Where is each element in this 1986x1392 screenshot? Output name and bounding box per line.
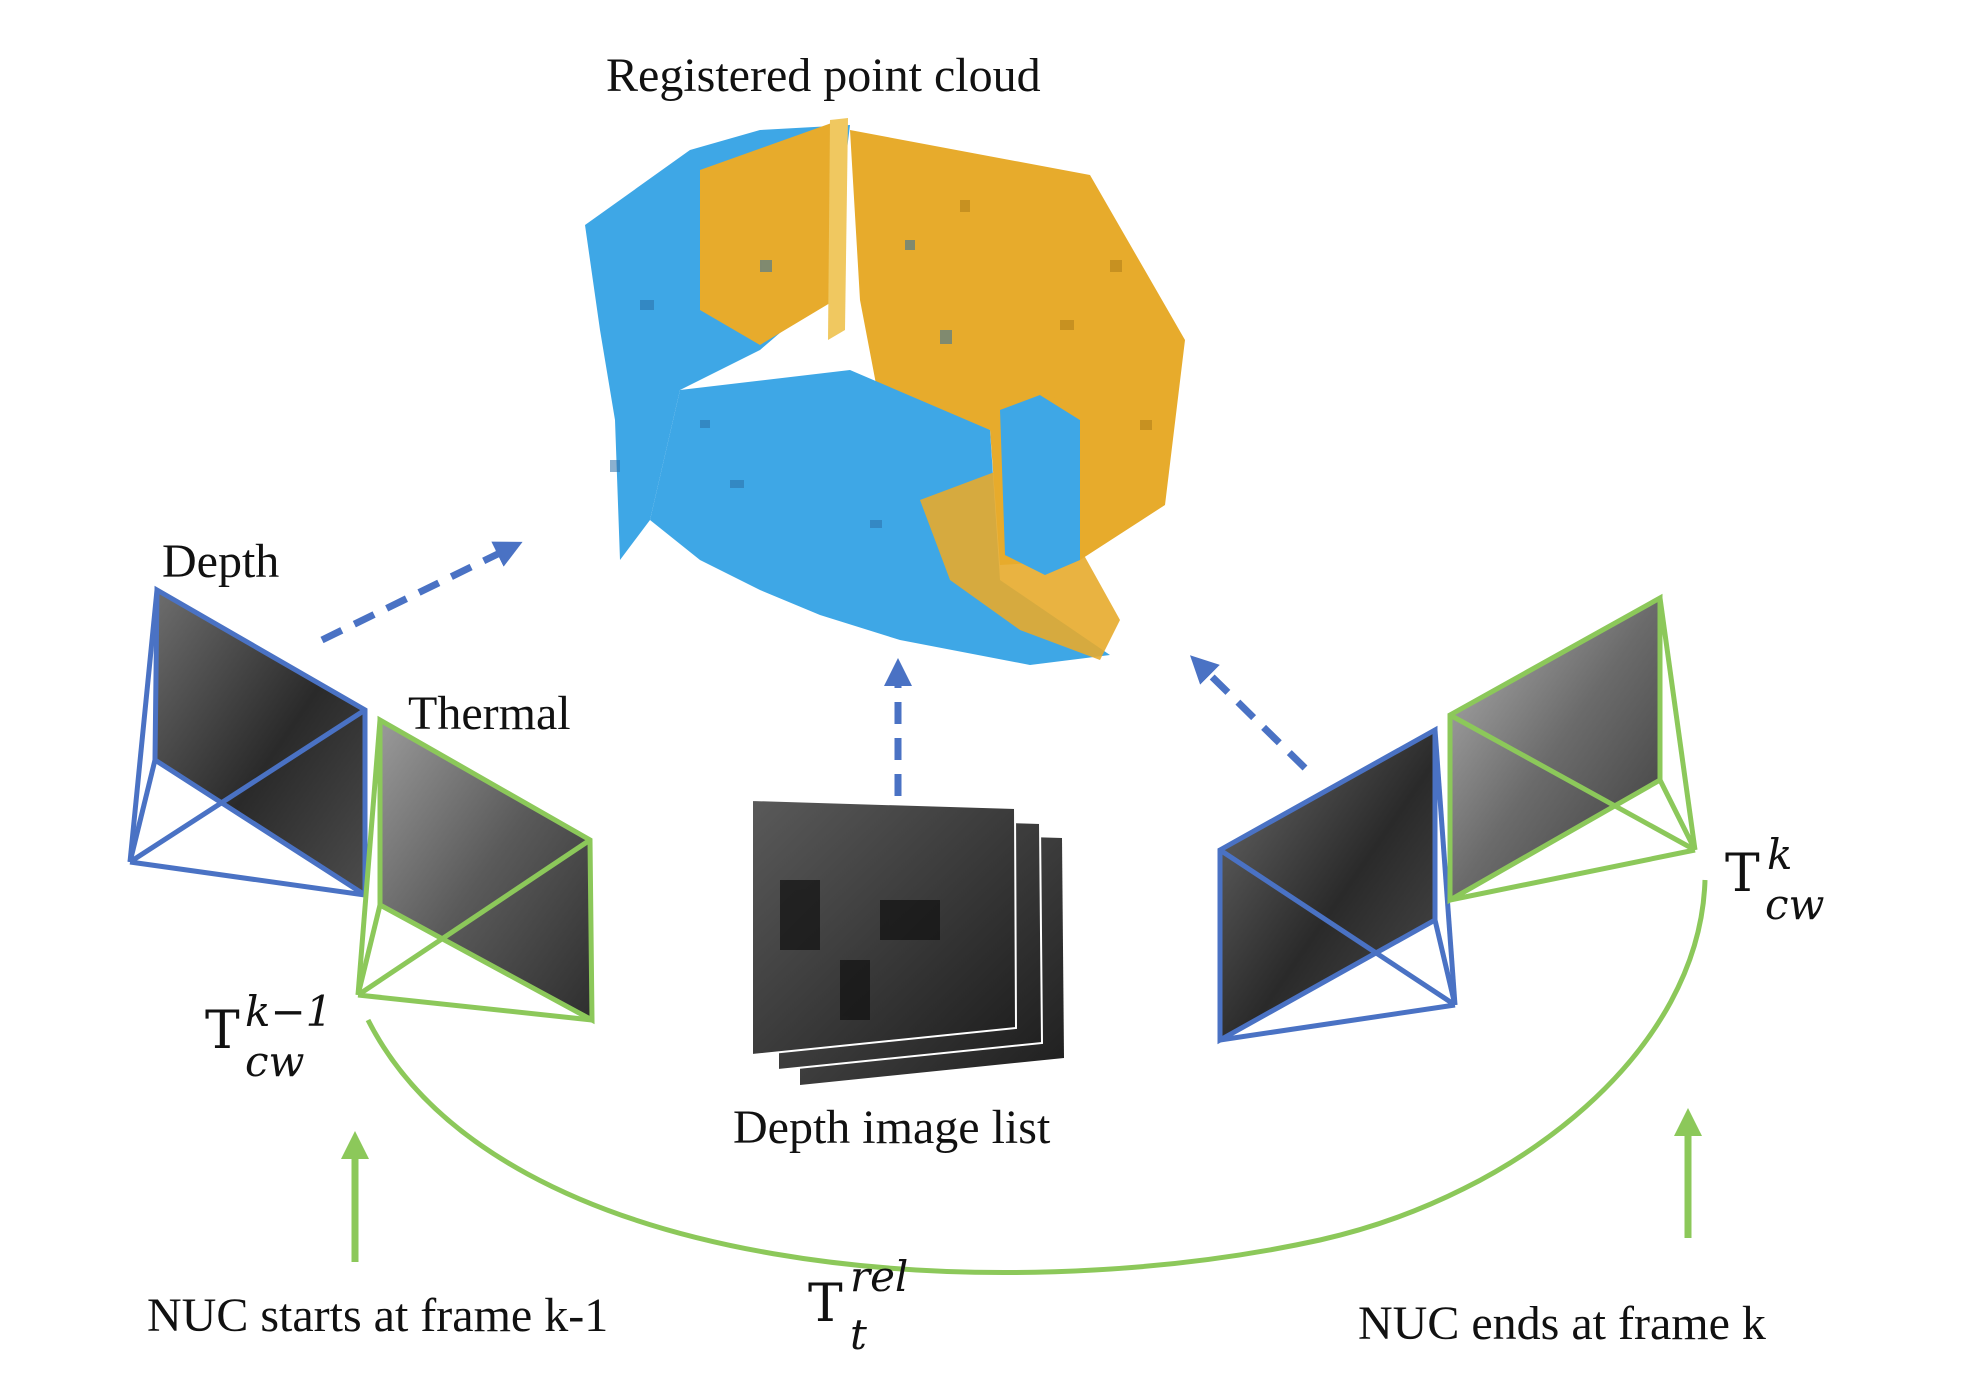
relative-pose-arc xyxy=(365,879,1708,1276)
relative-pose-base: T xyxy=(808,1274,843,1334)
thermal-camera-right xyxy=(1447,593,1698,905)
thermal-camera-left xyxy=(355,715,595,1025)
label-nuc-start: NUC starts at frame k-1 xyxy=(147,1289,609,1342)
pose-prev-label: T k−1 cw xyxy=(205,991,365,1095)
cloud-floor-yellow xyxy=(920,470,1120,660)
label-depth-image-list: Depth image list xyxy=(733,1101,1051,1154)
pose-prev-base: T xyxy=(205,1001,240,1061)
label-thermal: Thermal xyxy=(408,687,571,740)
cloud-pole xyxy=(828,118,848,340)
cloud-box xyxy=(1000,395,1080,575)
cloud-right-wall xyxy=(850,130,1185,565)
pose-curr-base: T xyxy=(1725,844,1760,904)
relative-pose-label: T rel t xyxy=(808,1256,938,1368)
depth-image-stack xyxy=(751,798,1064,1085)
pose-curr-sup: k xyxy=(1767,830,1793,879)
relative-pose-sub: t xyxy=(850,1310,867,1359)
arrow-depth-to-cloud xyxy=(320,541,523,644)
pose-curr-sub: cw xyxy=(1765,880,1825,929)
relative-pose-sup: rel xyxy=(850,1252,909,1301)
label-depth: Depth xyxy=(162,535,280,588)
depth-camera-right xyxy=(1217,725,1458,1045)
arrow-right-depth-to-cloud xyxy=(1190,655,1308,771)
cloud-left-yellow xyxy=(700,120,840,345)
pose-prev-sup: k−1 xyxy=(245,987,333,1036)
pose-prev-sub: cw xyxy=(245,1037,305,1086)
pose-curr-label: T k cw xyxy=(1725,834,1855,938)
label-registered-point-cloud: Registered point cloud xyxy=(606,49,1041,102)
label-nuc-end: NUC ends at frame k xyxy=(1358,1297,1766,1350)
registered-point-cloud xyxy=(585,118,1185,665)
